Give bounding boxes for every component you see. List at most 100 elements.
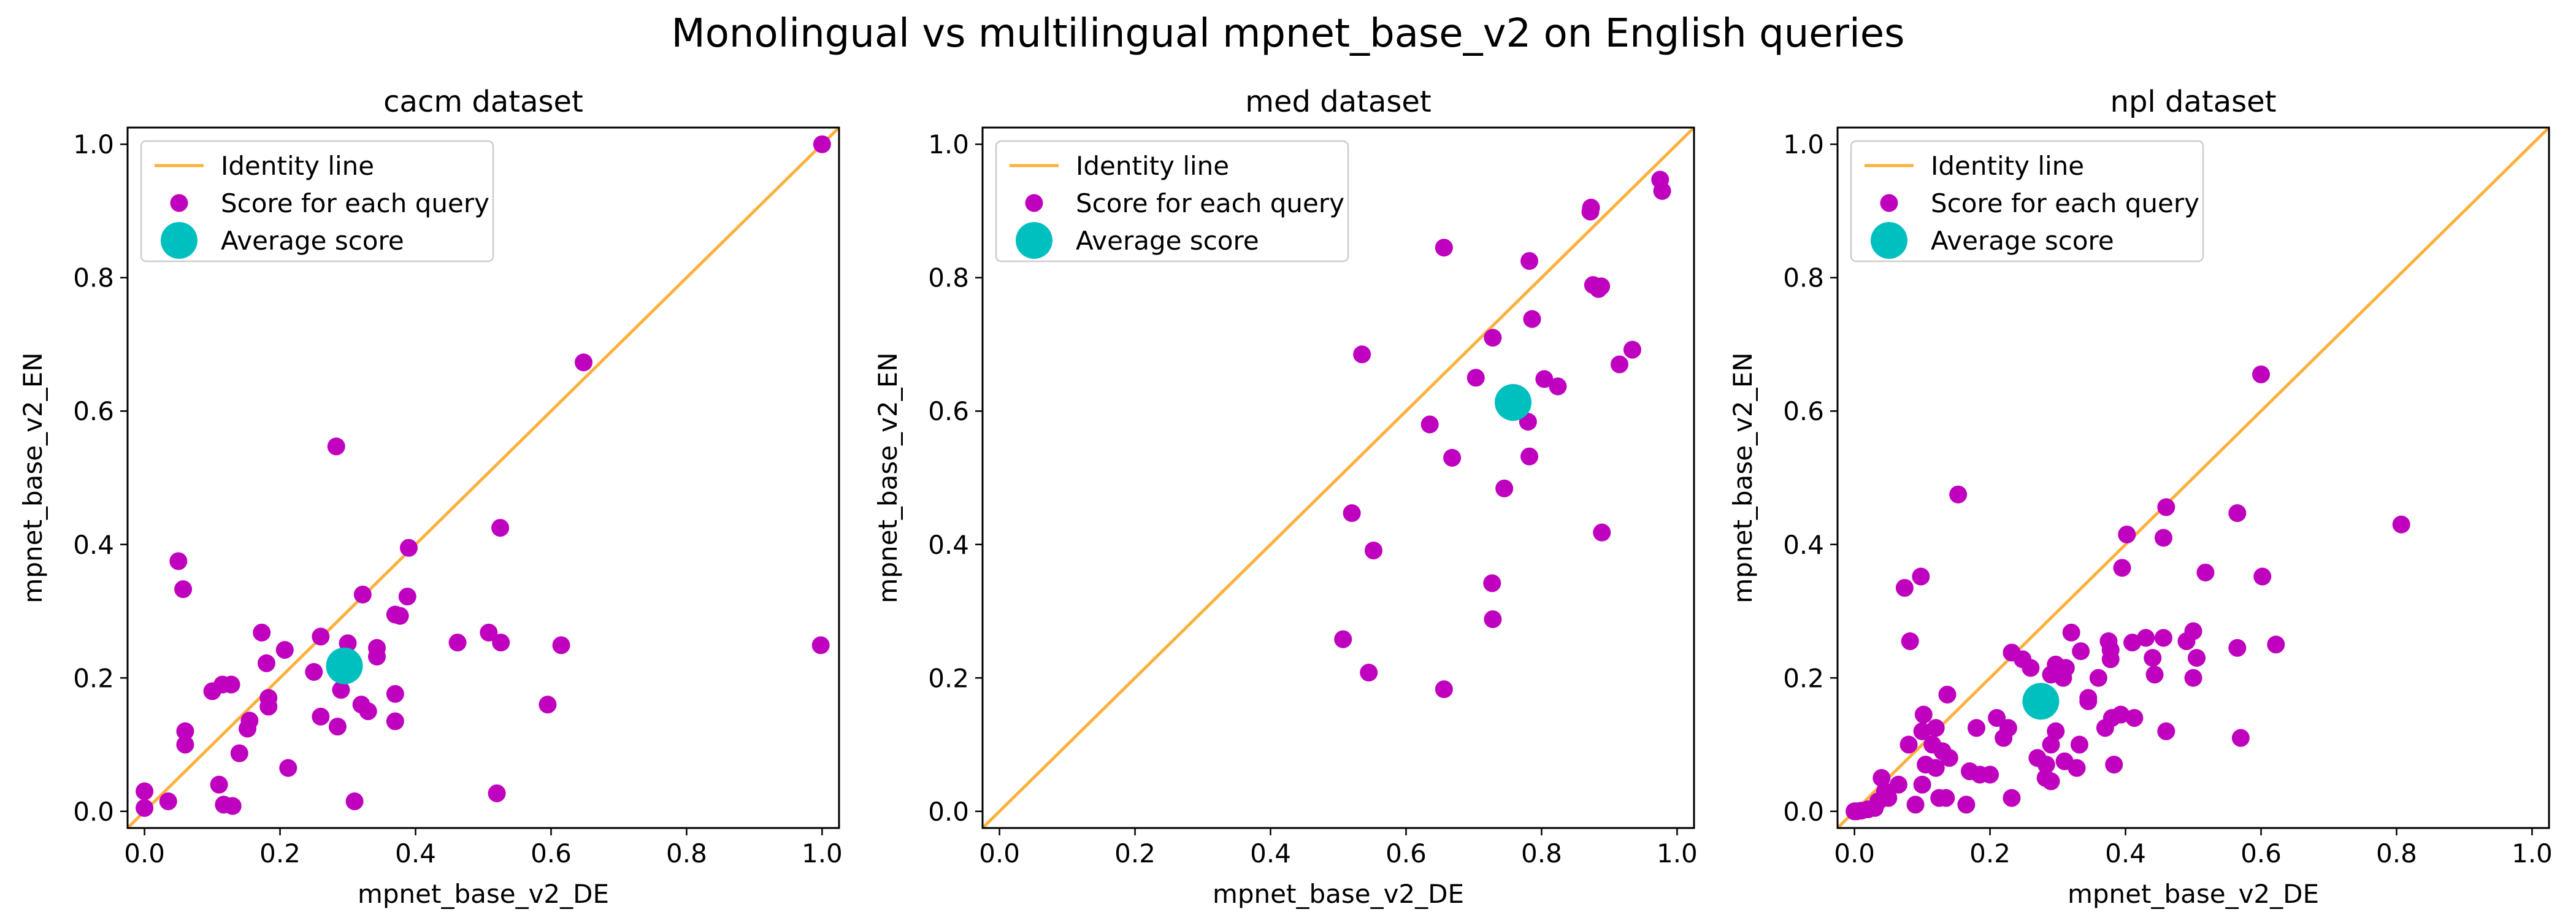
query-point	[1926, 759, 1945, 777]
query-point	[2068, 759, 2086, 777]
query-point	[1443, 448, 1462, 467]
query-point	[2022, 659, 2040, 677]
query-point	[1933, 742, 1952, 761]
query-point	[2228, 504, 2247, 523]
x-tick-label: 0.6	[531, 838, 572, 868]
x-tick-label: 0.8	[666, 838, 707, 868]
query-point	[2118, 525, 2136, 543]
query-point	[1520, 252, 1539, 270]
query-point	[1653, 182, 1671, 200]
x-tick-label: 1.0	[1657, 838, 1698, 868]
legend-scores-label: Score for each query	[1076, 188, 1344, 218]
query-point	[2253, 567, 2272, 586]
query-point	[1334, 630, 1352, 648]
query-point	[386, 684, 404, 703]
query-point	[398, 588, 416, 606]
identity-line	[983, 128, 1694, 828]
query-point	[2177, 632, 2196, 650]
query-point	[1592, 277, 1611, 296]
query-point	[359, 702, 377, 721]
legend-average-swatch	[1016, 222, 1052, 259]
query-point	[1520, 447, 1539, 466]
query-point	[1971, 765, 1989, 784]
query-point	[259, 689, 278, 707]
query-point	[1466, 369, 1485, 387]
query-point	[448, 634, 467, 652]
query-point	[239, 719, 257, 738]
y-tick-label: 0.2	[1783, 663, 1824, 693]
query-point	[2042, 735, 2060, 754]
query-point	[813, 135, 831, 153]
query-point	[312, 627, 330, 646]
x-tick-label: 0.0	[979, 838, 1020, 868]
query-point	[1549, 377, 1567, 396]
query-point	[2184, 669, 2202, 687]
y-tick-label: 0.4	[928, 530, 969, 560]
legend-average-swatch	[1871, 222, 1907, 259]
query-point	[391, 607, 409, 625]
query-point	[2154, 629, 2172, 647]
average-point	[326, 647, 363, 684]
query-point	[327, 437, 345, 456]
query-point	[1912, 567, 1930, 586]
query-point	[488, 784, 506, 802]
y-tick-label: 0.8	[928, 263, 969, 293]
y-tick-label: 0.6	[928, 396, 969, 426]
query-point	[2137, 629, 2155, 647]
legend-average-label: Average score	[1076, 226, 1259, 256]
legend-average-label: Average score	[1931, 226, 2114, 256]
x-tick-label: 0.0	[1834, 838, 1875, 868]
query-point	[1484, 329, 1502, 347]
query-point	[312, 707, 330, 726]
query-point	[2157, 498, 2175, 516]
x-tick-label: 1.0	[2512, 838, 2553, 868]
query-points	[1334, 171, 1671, 699]
x-axis-label: mpnet_base_v2_DE	[1213, 879, 1464, 909]
query-point	[2003, 789, 2021, 807]
query-point	[811, 636, 830, 654]
x-tick-label: 0.2	[1114, 838, 1156, 868]
query-point	[539, 696, 557, 714]
x-tick-label: 0.6	[2241, 838, 2282, 868]
legend-identity-label: Identity line	[1076, 151, 1229, 181]
query-point	[136, 782, 154, 800]
query-point	[2125, 709, 2144, 727]
legend: Identity line Score for each query Average…	[1850, 140, 2204, 263]
axes-frame	[126, 126, 840, 829]
x-tick-label: 0.8	[1521, 838, 1562, 868]
x-tick-label: 0.8	[2376, 838, 2417, 868]
query-point	[2101, 650, 2120, 669]
query-point	[1343, 504, 1361, 523]
query-point	[253, 623, 271, 642]
query-point	[2157, 722, 2175, 740]
axes-frame	[1836, 126, 2550, 829]
query-point	[2042, 772, 2060, 791]
y-axis-label: mpnet_base_v2_EN	[18, 352, 48, 603]
legend-identity-label: Identity line	[1931, 151, 2084, 181]
query-point	[2079, 689, 2098, 707]
x-axis-label: mpnet_base_v2_DE	[2068, 879, 2319, 909]
query-point	[1610, 355, 1628, 374]
query-point	[1846, 802, 1864, 821]
query-point	[1360, 664, 1378, 682]
query-point	[552, 636, 570, 654]
query-point	[332, 681, 350, 699]
x-tick-label: 0.2	[1969, 838, 2011, 868]
query-point	[210, 775, 228, 794]
query-point	[1913, 775, 1931, 794]
legend-scores-swatch	[1880, 194, 1898, 212]
x-tick-label: 0.2	[259, 838, 301, 868]
y-tick-label: 0.8	[73, 263, 114, 293]
query-point	[1435, 239, 1453, 257]
query-point	[1581, 202, 1600, 221]
query-point	[2392, 515, 2410, 534]
query-point	[2089, 669, 2107, 687]
query-point	[2144, 649, 2162, 667]
query-point	[257, 654, 275, 672]
query-point	[1926, 719, 1945, 737]
query-point	[305, 662, 323, 681]
query-point	[159, 792, 177, 810]
query-point	[1899, 735, 1918, 754]
x-tick-label: 1.0	[802, 838, 843, 868]
